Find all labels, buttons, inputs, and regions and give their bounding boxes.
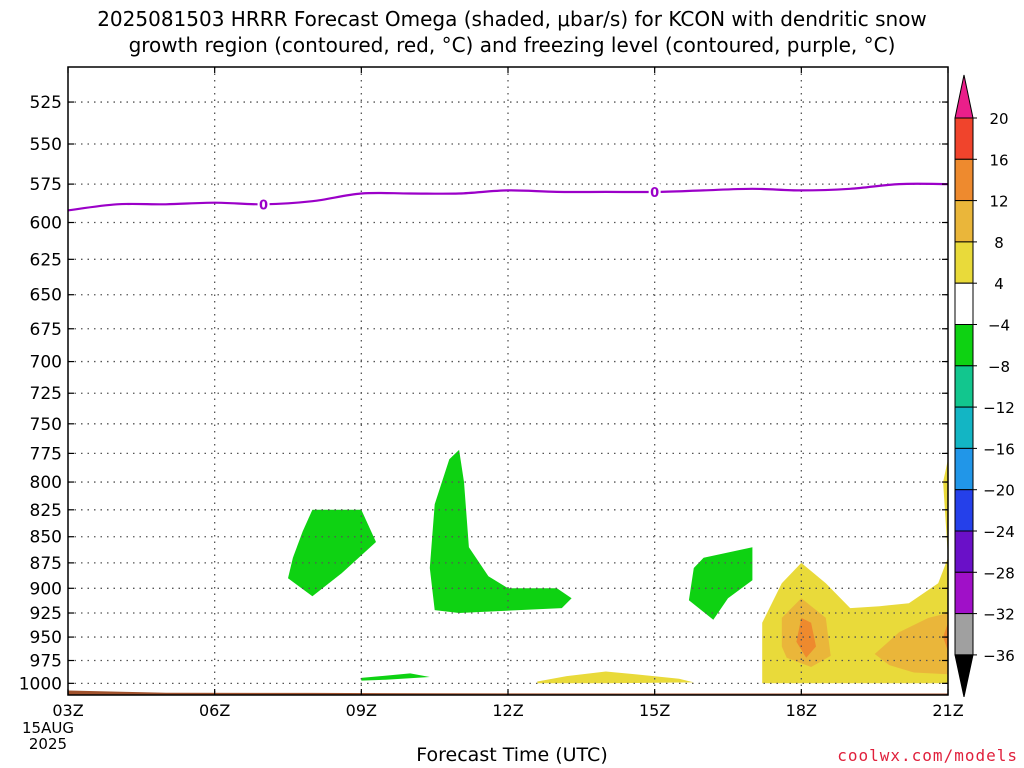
colorbar-segment — [954, 489, 974, 532]
freezing-level-label: 0 — [259, 198, 268, 213]
x-tick-label: 06Z — [199, 701, 230, 720]
y-tick-label: 550 — [30, 135, 62, 155]
start-date-label: 15AUG 2025 — [22, 720, 74, 752]
y-tick-label: 925 — [30, 604, 62, 624]
colorbar-segment — [954, 571, 974, 615]
colorbar-segment — [954, 241, 974, 284]
colorbar-segment — [954, 530, 974, 573]
colorbar-label: 16 — [989, 151, 1008, 169]
y-tick-label: 1000 — [19, 674, 62, 694]
x-tick-label: 18Z — [786, 701, 817, 720]
freezing-level-label: 0 — [650, 186, 659, 201]
colorbar-top-arrow — [954, 74, 974, 119]
y-tick-label: 650 — [30, 286, 62, 306]
y-tick-label: 525 — [30, 93, 62, 113]
colorbar-segment — [954, 282, 974, 326]
y-tick-label: 850 — [30, 528, 62, 548]
colorbar-label: −12 — [983, 399, 1015, 417]
omega-shading-layer — [288, 449, 948, 684]
colorbar-segment — [954, 117, 974, 160]
colorbar-segment — [954, 447, 974, 491]
y-tick-label: 950 — [30, 628, 62, 648]
colorbar: 20 16 12 8 4 −4 −8 −12 −16 −20 −24 −28 −32 −36 — [954, 74, 1015, 698]
omega-region-1 — [429, 449, 572, 613]
colorbar-label: −8 — [988, 358, 1010, 376]
colorbar-label: −32 — [983, 606, 1015, 624]
colorbar-label: 20 — [989, 110, 1008, 128]
omega-region-8 — [796, 617, 816, 658]
omega-region-3 — [361, 673, 430, 681]
y-tick-label: 975 — [30, 652, 62, 672]
colorbar-segment — [954, 324, 974, 367]
y-tick-label: 875 — [30, 554, 62, 574]
colorbar-segment — [954, 613, 974, 656]
x-axis-ticks: 03Z 06Z 09Z 12Z 15Z 18Z 21Z — [52, 67, 964, 720]
start-year: 2025 — [28, 735, 68, 753]
x-tick-label: 12Z — [492, 701, 523, 720]
terrain-layer — [68, 690, 948, 695]
colorbar-label: 8 — [994, 234, 1004, 252]
colorbar-label: −20 — [983, 482, 1015, 500]
y-tick-label: 775 — [30, 444, 62, 464]
omega-region-0 — [288, 509, 376, 597]
colorbar-segment — [954, 365, 974, 408]
colorbar-segment — [954, 406, 974, 449]
x-axis-label: Forecast Time (UTC) — [416, 744, 608, 766]
watermark-link[interactable]: coolwx.com/models — [837, 746, 1018, 765]
colorbar-label: −4 — [988, 317, 1010, 335]
y-tick-label: 750 — [30, 415, 62, 435]
freezing-label-bg — [648, 183, 661, 200]
y-tick-label: 725 — [30, 384, 62, 404]
y-tick-label: 675 — [30, 320, 62, 340]
y-tick-label: 900 — [30, 579, 62, 599]
y-tick-label: 600 — [30, 214, 62, 234]
x-tick-label: 21Z — [932, 701, 963, 720]
colorbar-segment — [954, 158, 974, 202]
gridlines — [68, 67, 948, 695]
x-tick-label: 09Z — [346, 701, 377, 720]
colorbar-label: 12 — [989, 193, 1008, 211]
omega-region-2 — [688, 547, 753, 620]
omega-region-4 — [537, 671, 694, 684]
freezing-level-layer: 00 — [67, 182, 949, 213]
y-tick-label: 700 — [30, 353, 62, 373]
y-tick-label: 625 — [30, 250, 62, 270]
start-day: 15AUG — [22, 719, 74, 737]
y-axis-ticks: 525 550 575 600 625 650 675 700 725 750 775 800 825 8… — [19, 93, 948, 694]
colorbar-segment — [954, 200, 974, 243]
freezing-level-line — [67, 182, 949, 212]
freezing-label-bg — [257, 196, 270, 213]
x-tick-label: 03Z — [52, 701, 83, 720]
colorbar-label: −24 — [983, 523, 1015, 541]
chart-title: 2025081503 HRRR Forecast Omega (shaded, … — [97, 7, 927, 57]
colorbar-label: −28 — [983, 564, 1015, 582]
colorbar-label: −36 — [983, 647, 1015, 665]
y-tick-label: 575 — [30, 175, 62, 195]
colorbar-label: −16 — [983, 440, 1015, 458]
y-tick-label: 800 — [30, 473, 62, 493]
x-tick-label: 15Z — [639, 701, 670, 720]
omega-region-7 — [874, 613, 948, 675]
terrain-fill — [68, 690, 948, 695]
colorbar-bottom-arrow — [954, 654, 974, 698]
colorbar-label: 4 — [994, 275, 1004, 293]
y-tick-label: 825 — [30, 501, 62, 521]
